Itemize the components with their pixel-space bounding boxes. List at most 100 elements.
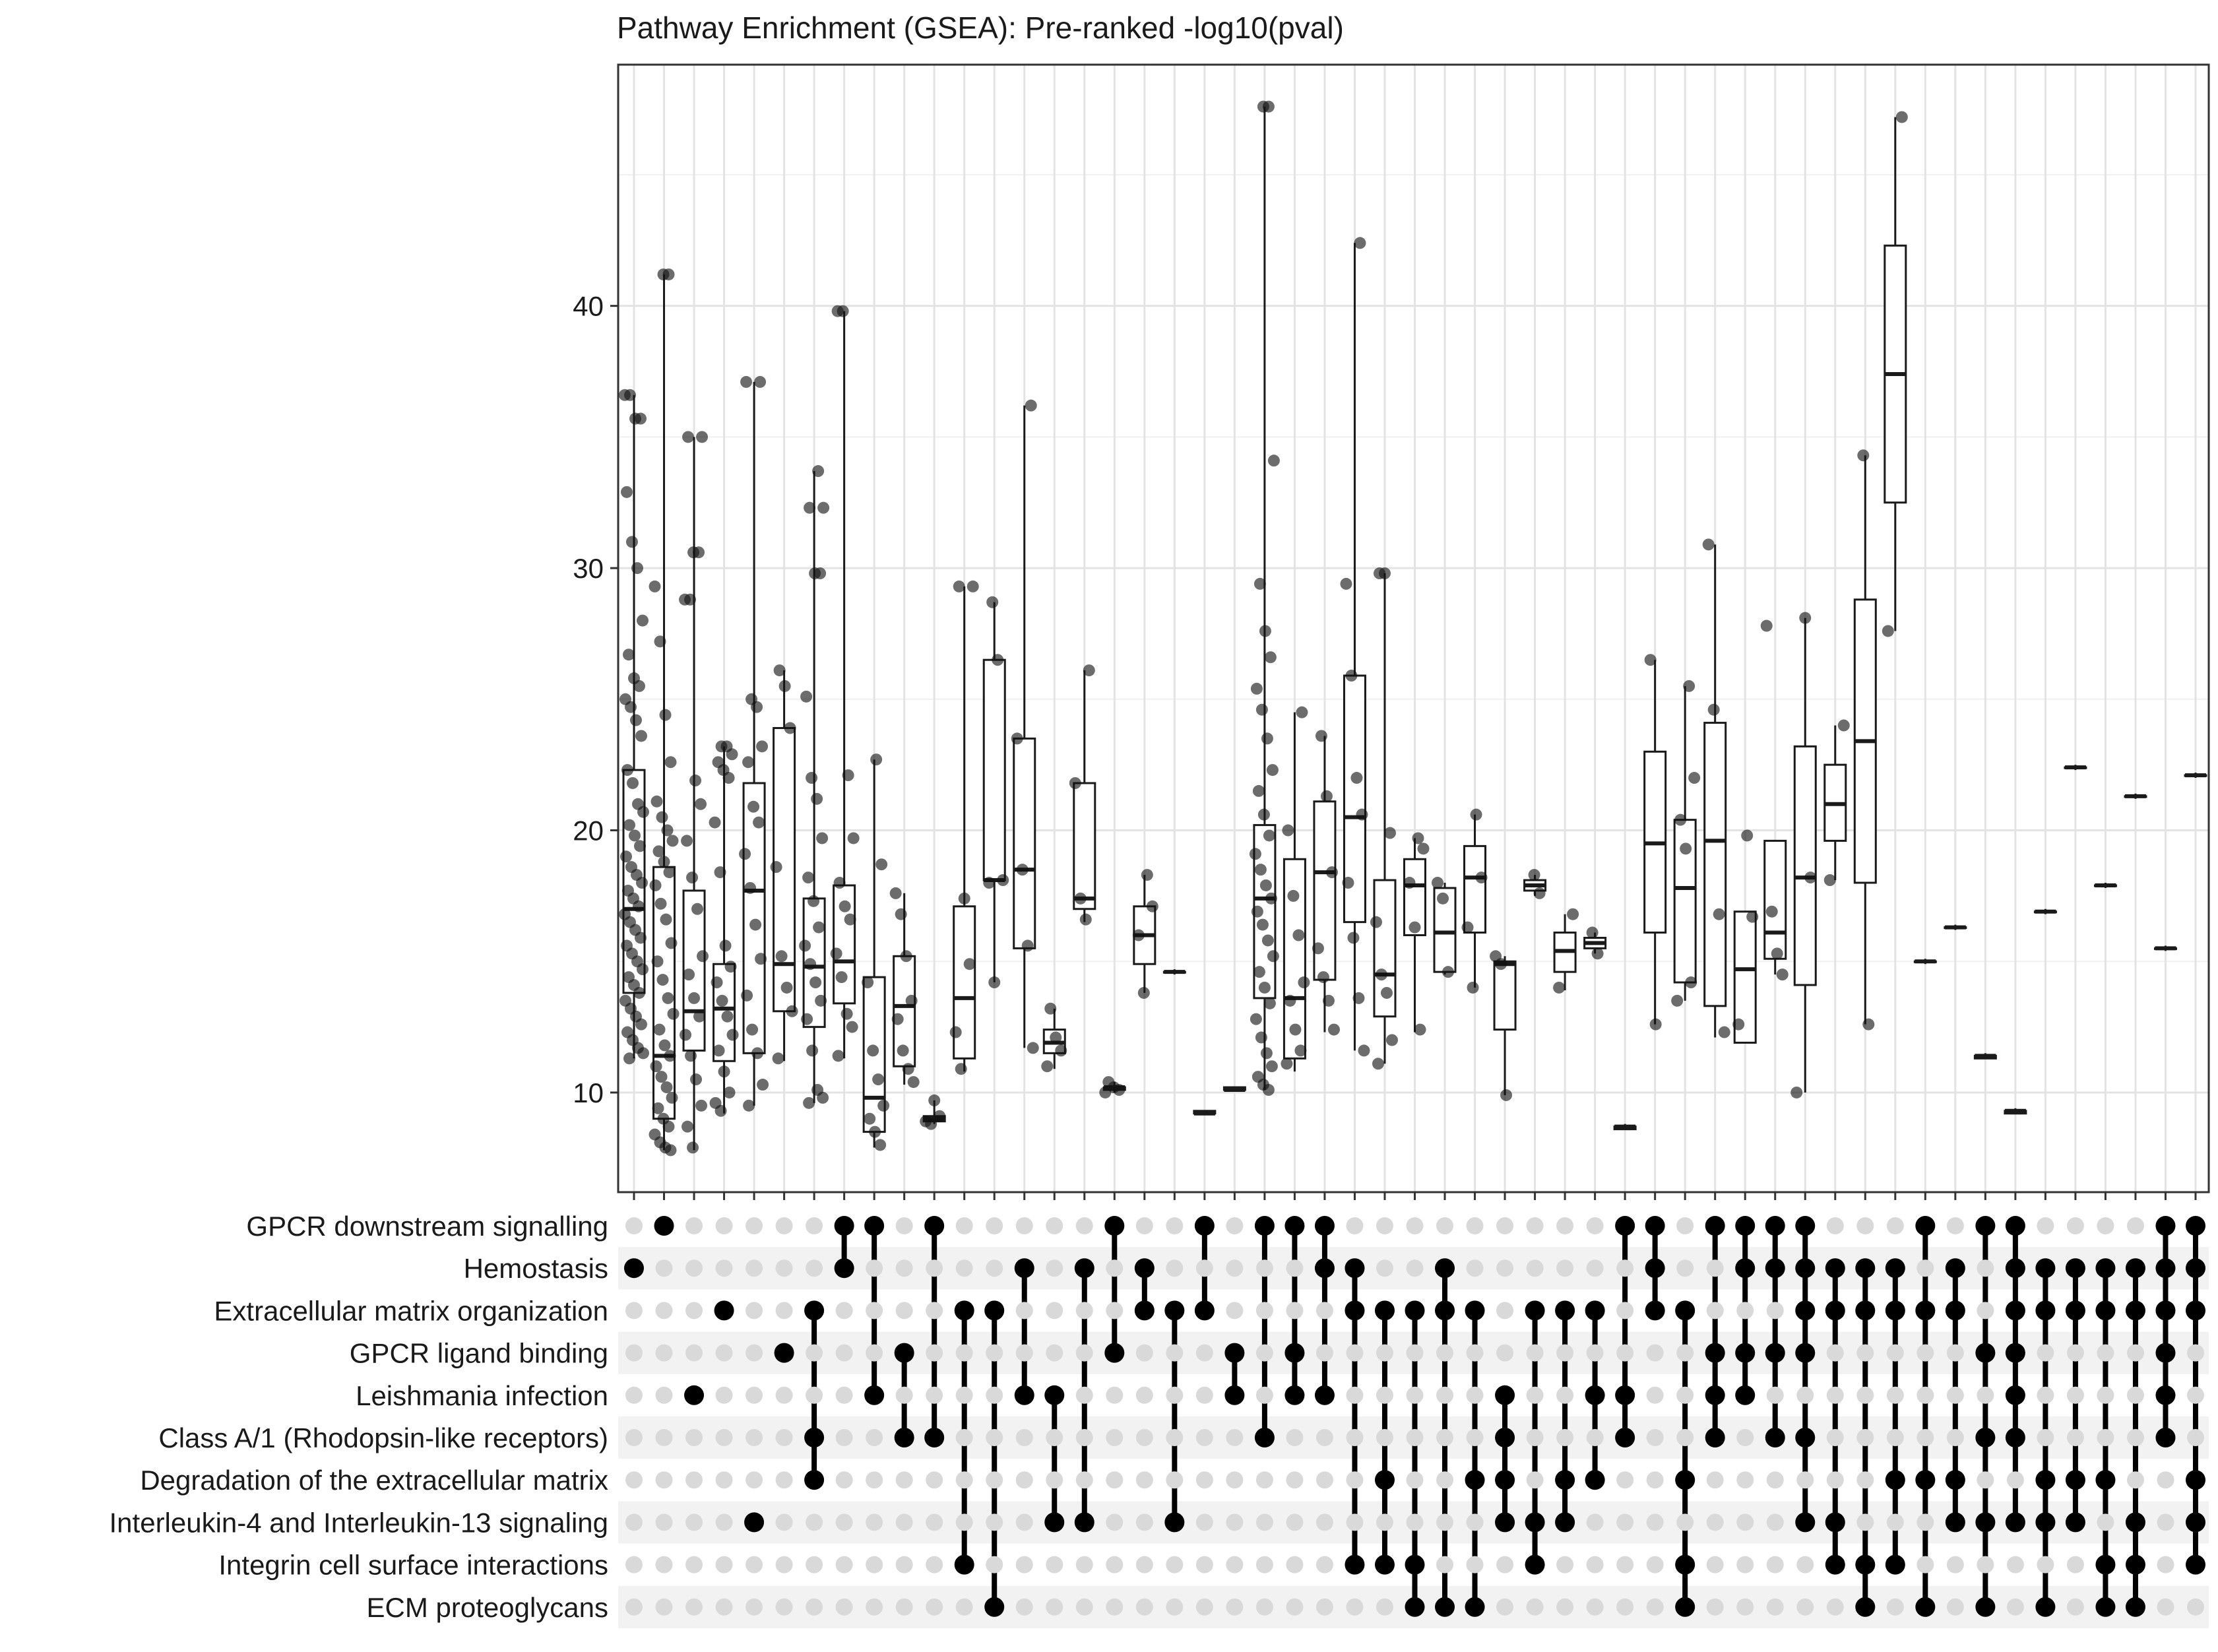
matrix-dot-inactive <box>2006 1556 2024 1573</box>
intersection-box-11 <box>920 1094 946 1130</box>
data-point <box>681 835 693 847</box>
matrix-dot-inactive <box>1046 1302 1063 1319</box>
data-point <box>719 939 732 952</box>
matrix-dot-inactive <box>775 1429 793 1446</box>
matrix-dot-inactive <box>1496 1598 1514 1616</box>
data-point <box>839 900 851 912</box>
data-point <box>664 1144 677 1157</box>
data-point <box>1255 1031 1267 1044</box>
matrix-dot-inactive <box>685 1259 703 1277</box>
matrix-dot-inactive <box>715 1386 733 1404</box>
matrix-dot-inactive <box>1796 1471 1814 1489</box>
data-point <box>803 1096 815 1109</box>
matrix-dot-inactive <box>1826 1429 1844 1446</box>
matrix-dot-inactive <box>685 1217 703 1234</box>
data-point <box>1680 842 1692 855</box>
data-point <box>664 756 677 769</box>
data-point <box>1263 829 1275 842</box>
matrix-dot-inactive <box>2157 1513 2174 1531</box>
matrix-dot-active <box>2005 1512 2025 1533</box>
matrix-dot-inactive <box>1376 1598 1393 1616</box>
matrix-dot-inactive <box>715 1471 733 1489</box>
data-point <box>627 777 639 789</box>
data-point <box>1016 864 1029 876</box>
matrix-dot-inactive <box>775 1513 793 1531</box>
data-point <box>1352 992 1365 1004</box>
matrix-dot-active <box>1585 1470 1605 1490</box>
data-point <box>637 614 649 627</box>
matrix-dot-inactive <box>1346 1217 1364 1234</box>
data-point <box>1765 905 1778 918</box>
matrix-dot-inactive <box>986 1556 1003 1573</box>
matrix-dot-inactive <box>1015 1513 1033 1531</box>
matrix-dot-inactive <box>1706 1513 1724 1531</box>
matrix-dot-inactive <box>625 1344 643 1362</box>
data-point <box>1350 772 1363 784</box>
matrix-dot-active <box>1795 1512 1816 1533</box>
matrix-dot-inactive <box>895 1386 913 1404</box>
matrix-dot-active <box>1735 1343 1756 1363</box>
matrix-dot-inactive <box>1135 1556 1153 1573</box>
matrix-dot-inactive <box>1226 1217 1244 1234</box>
box-iqr <box>982 658 1006 881</box>
matrix-dot-inactive <box>1496 1217 1514 1234</box>
matrix-dot-inactive <box>1106 1513 1124 1531</box>
matrix-dot-inactive <box>1376 1217 1393 1234</box>
matrix-dot-inactive <box>745 1386 763 1404</box>
data-point <box>1069 777 1081 789</box>
data-point <box>714 866 726 879</box>
matrix-dot-inactive <box>2126 1344 2144 1362</box>
data-point <box>1340 577 1352 590</box>
matrix-dot-inactive <box>1886 1513 1904 1531</box>
matrix-dot-inactive <box>625 1471 643 1489</box>
matrix-dot-inactive <box>866 1471 883 1489</box>
matrix-dot-active <box>2065 1470 2085 1490</box>
data-point <box>1025 399 1037 412</box>
data-point <box>1325 866 1338 879</box>
data-point <box>666 835 679 847</box>
matrix-dot-inactive <box>1255 1344 1273 1362</box>
matrix-dot-active <box>1795 1216 1816 1236</box>
data-point <box>1862 1018 1875 1031</box>
matrix-dot-inactive <box>2037 1556 2054 1573</box>
matrix-dot-inactive <box>1315 1598 1333 1616</box>
data-point <box>1358 1044 1370 1057</box>
data-point <box>806 772 818 784</box>
matrix-dot-active <box>1615 1216 1635 1236</box>
data-point <box>817 501 830 514</box>
matrix-dot-inactive <box>986 1513 1003 1531</box>
matrix-dot-inactive <box>1646 1598 1664 1616</box>
intersection-box-5 <box>739 375 769 1112</box>
matrix-dot-inactive <box>1195 1598 1213 1616</box>
matrix-dot-inactive <box>1436 1386 1454 1404</box>
matrix-dot-inactive <box>1015 1429 1033 1446</box>
matrix-dot-inactive <box>685 1598 703 1616</box>
matrix-dot-inactive <box>1977 1471 1994 1489</box>
matrix-dot-inactive <box>1796 1556 1814 1573</box>
data-point <box>1113 1083 1125 1096</box>
data-point <box>751 1047 764 1060</box>
matrix-dot-active <box>1345 1300 1365 1321</box>
intersection-box-3 <box>679 431 709 1154</box>
matrix-dot-inactive <box>715 1217 733 1234</box>
data-point <box>680 1029 692 1041</box>
matrix-dot-inactive <box>1466 1556 1484 1573</box>
data-point <box>778 680 791 692</box>
matrix-dot-inactive <box>1977 1556 1994 1573</box>
matrix-dot-inactive <box>1917 1429 1934 1446</box>
matrix-dot-inactive <box>1977 1386 1994 1404</box>
matrix-dot-inactive <box>1526 1429 1544 1446</box>
data-point <box>1261 934 1274 947</box>
data-point <box>1495 958 1507 970</box>
data-point <box>633 680 645 692</box>
matrix-dot-active <box>1735 1216 1756 1236</box>
matrix-dot-inactive <box>775 1598 793 1616</box>
data-point <box>958 892 970 905</box>
matrix-dot-inactive <box>1917 1259 1934 1277</box>
matrix-dot-active <box>2095 1300 2116 1321</box>
matrix-dot-inactive <box>1255 1513 1273 1531</box>
matrix-dot-inactive <box>926 1598 943 1616</box>
matrix-dot-inactive <box>1796 1386 1814 1404</box>
data-point <box>709 816 721 829</box>
data-point <box>1702 538 1715 551</box>
